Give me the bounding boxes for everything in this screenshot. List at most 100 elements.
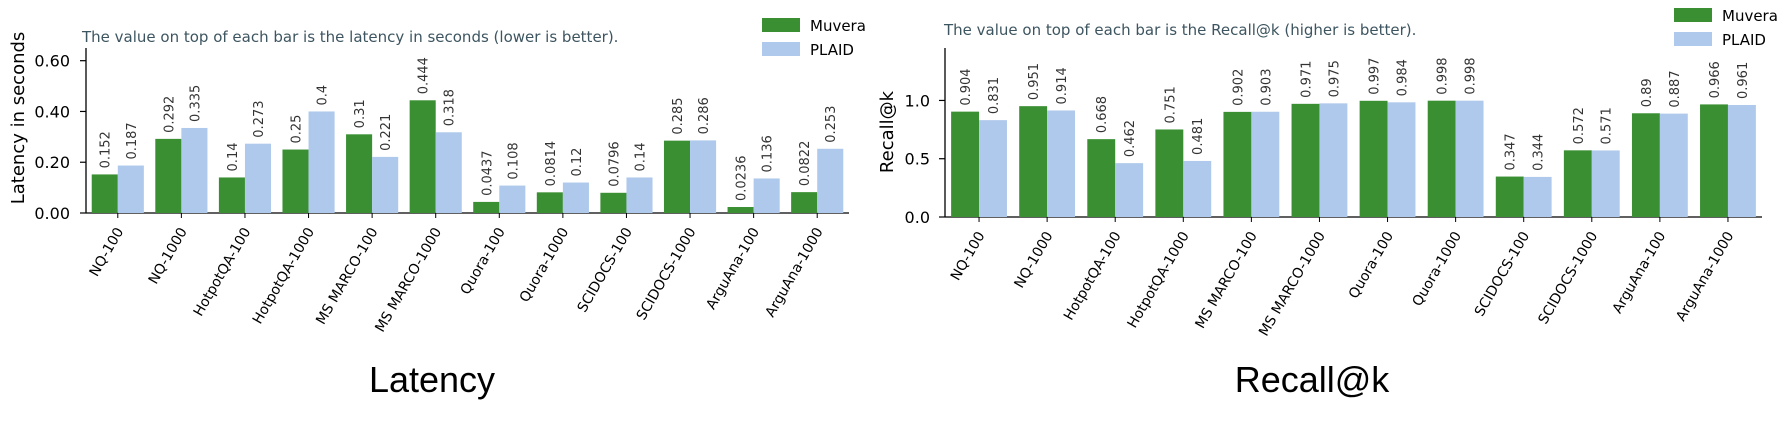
bar-muvera-hotpotqa-1000 [282,149,309,213]
bar-muvera-hotpotqa-1000 [1155,129,1184,217]
bar-plaid-nq-100 [979,120,1007,217]
bar-value-label: 0.903 [1259,69,1274,106]
y-axis-label: Latency in seconds [8,32,29,205]
bar-muvera-ms-marco-1000 [409,100,436,213]
bar-value-label: 0.344 [1532,134,1547,171]
x-tick-label: MS MARCO-1000 [372,225,445,335]
bar-value-label: 0.25 [290,115,305,144]
bar-value-label: 0.253 [824,106,839,143]
x-tick-label: SCIDOCS-100 [1472,229,1533,319]
bar-muvera-scidocs-100 [1495,176,1524,217]
bar-plaid-ms-marco-1000 [435,132,462,213]
bar-value-label: 0.0796 [607,141,622,187]
panel-caption-recall: Recall@k [1235,359,1391,400]
bar-value-label: 0.0814 [544,141,559,187]
bar-value-label: 0.902 [1231,69,1246,106]
bar-plaid-scidocs-1000 [1591,150,1620,217]
bar-value-label: 0.4 [316,85,331,106]
chart-note: The value on top of each bar is the Reca… [943,21,1416,39]
bar-muvera-ms-marco-100 [1223,111,1252,217]
bar-plaid-arguana-1000 [817,148,844,213]
bar-value-label: 0.462 [1123,120,1138,157]
bar-muvera-quora-100 [1359,100,1388,217]
y-tick-label: 0.00 [34,204,70,223]
bar-value-label: 0.286 [697,97,712,134]
bar-plaid-quora-1000 [562,182,589,213]
bar-plaid-nq-100 [117,165,144,213]
bar-value-label: 0.136 [761,135,776,172]
bar-muvera-nq-1000 [1019,106,1048,217]
y-tick-label: 0.60 [34,52,70,71]
bar-plaid-ms-marco-1000 [1319,103,1348,217]
bar-muvera-nq-100 [91,174,118,213]
bar-value-label: 0.904 [959,68,974,105]
bar-plaid-ms-marco-100 [1251,111,1280,217]
bar-value-label: 0.951 [1027,63,1042,100]
bar-muvera-quora-1000 [536,192,563,213]
bar-muvera-scidocs-1000 [1563,150,1592,217]
legend: Muvera PLAID [1674,7,1778,49]
x-tick-label: ArguAna-1000 [763,225,827,320]
bar-value-label: 0.31 [353,99,368,128]
x-tick-label: ArguAna-1000 [1673,229,1737,324]
bar-muvera-quora-100 [473,201,500,213]
bar-muvera-quora-1000 [1427,100,1456,217]
bar-plaid-quora-100 [499,185,526,213]
bar-plaid-hotpotqa-100 [244,143,272,213]
bar-muvera-scidocs-100 [600,192,627,213]
bar-muvera-nq-1000 [155,138,182,213]
x-tick-label: MS MARCO-100 [1192,229,1260,331]
y-tick-label: 1.0 [905,91,930,110]
bar-value-label: 0.961 [1736,62,1751,99]
bar-value-label: 0.0236 [735,156,750,202]
bar-value-label: 0.571 [1600,107,1615,144]
y-axis-label: Recall@k [877,90,898,173]
x-tick-label: ArguAna-100 [1610,229,1670,316]
bar-value-label: 0.285 [671,97,686,134]
legend-label-muvera: Muvera [1722,7,1778,25]
bar-plaid-scidocs-100 [626,177,653,213]
legend-swatch-plaid [1674,32,1712,46]
y-tick-label: 0.0 [905,208,930,227]
bar-value-label: 0.914 [1055,67,1070,104]
x-tick-label: HotpotQA-1000 [1125,229,1193,331]
bar-muvera-ms-marco-1000 [1291,103,1320,217]
y-tick-label: 0.5 [905,150,930,169]
bar-muvera-ms-marco-100 [346,134,373,213]
bar-value-label: 0.887 [1668,70,1683,107]
bar-value-label: 0.108 [506,142,521,179]
chart-note: The value on top of each bar is the late… [81,28,618,46]
bar-value-label: 0.12 [570,148,585,177]
bar-value-label: 0.668 [1095,96,1110,133]
bar-plaid-arguana-100 [1659,113,1688,217]
x-tick-label: Quora-1000 [517,225,573,305]
bar-plaid-arguana-1000 [1727,104,1756,217]
bar-muvera-arguana-1000 [1700,104,1728,217]
x-tick-label: NQ-1000 [146,225,191,287]
y-tick-label: 0.40 [34,102,70,121]
bar-value-label: 0.971 [1300,61,1315,98]
legend-swatch-muvera [1674,8,1712,22]
legend-swatch-muvera [762,18,800,32]
x-tick-label: NQ-100 [948,229,989,283]
bar-value-label: 0.975 [1327,60,1342,97]
legend-label-muvera: Muvera [810,17,866,35]
bar-value-label: 0.998 [1464,57,1479,94]
bar-value-label: 0.751 [1163,86,1178,123]
x-tick-label: HotpotQA-100 [1061,229,1125,323]
bar-value-label: 0.318 [443,89,458,126]
bar-muvera-hotpotqa-100 [218,177,245,213]
legend: Muvera PLAID [762,17,866,59]
bar-value-label: 0.444 [417,57,432,94]
x-tick-label: SCIDOCS-1000 [1535,229,1601,327]
bar-muvera-nq-100 [951,111,980,217]
bar-value-label: 0.273 [252,100,267,137]
x-tick-label: Quora-100 [458,225,509,298]
bar-muvera-arguana-100 [727,207,754,213]
x-tick-label: MS MARCO-1000 [1256,229,1329,339]
x-tick-label: SCIDOCS-1000 [634,225,700,323]
bar-value-label: 0.997 [1368,58,1383,95]
bar-value-label: 0.0437 [480,150,495,196]
bar-value-label: 0.14 [633,143,648,172]
